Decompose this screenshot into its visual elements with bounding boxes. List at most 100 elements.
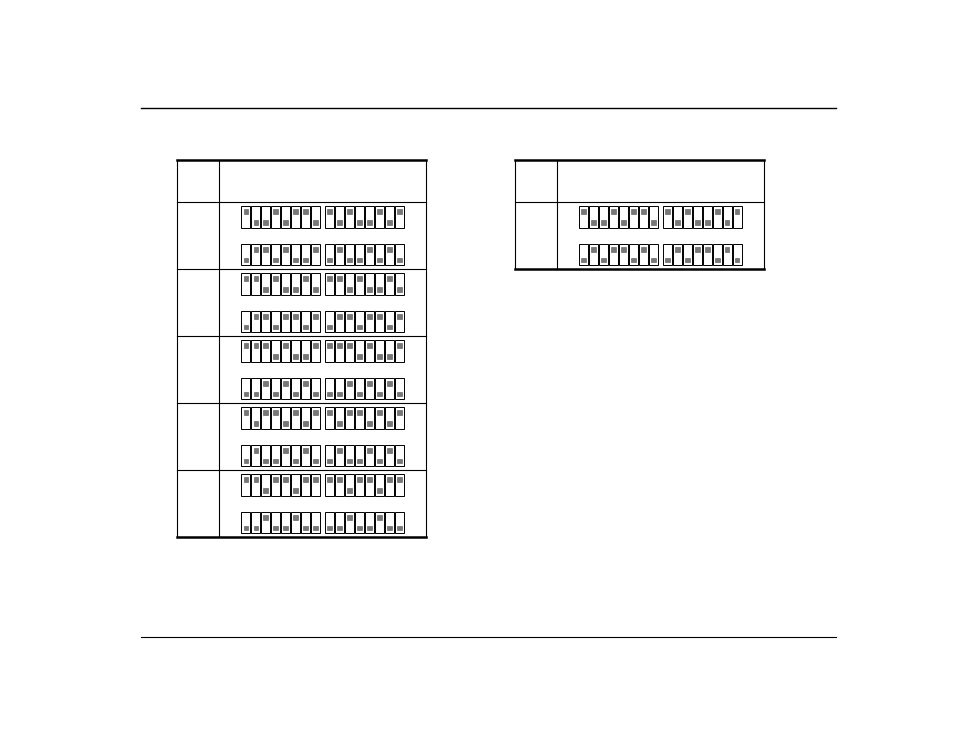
Bar bbox=[283, 314, 288, 319]
Bar bbox=[387, 354, 391, 359]
Bar bbox=[253, 392, 258, 396]
Bar bbox=[396, 287, 401, 292]
Bar bbox=[396, 459, 401, 463]
Bar bbox=[675, 220, 679, 224]
Bar bbox=[375, 407, 383, 429]
Bar bbox=[300, 475, 310, 496]
Bar bbox=[293, 515, 297, 520]
Bar bbox=[311, 340, 319, 362]
Bar bbox=[311, 378, 319, 399]
Bar bbox=[311, 407, 319, 429]
Bar bbox=[291, 340, 300, 362]
Bar bbox=[303, 448, 308, 452]
Bar bbox=[261, 273, 270, 294]
Bar bbox=[241, 273, 251, 294]
Bar bbox=[355, 206, 364, 228]
Bar bbox=[325, 206, 334, 228]
Bar bbox=[311, 273, 319, 294]
Bar bbox=[303, 525, 308, 531]
Bar bbox=[293, 287, 297, 292]
Bar bbox=[375, 340, 383, 362]
Bar bbox=[631, 210, 635, 214]
Bar bbox=[293, 210, 297, 214]
Bar bbox=[303, 210, 308, 214]
Bar bbox=[337, 314, 341, 319]
Bar bbox=[648, 206, 658, 228]
Bar bbox=[325, 512, 334, 534]
Bar bbox=[263, 246, 268, 252]
Bar bbox=[387, 220, 391, 224]
Bar bbox=[355, 445, 364, 466]
Bar bbox=[345, 445, 354, 466]
Bar bbox=[271, 475, 280, 496]
Bar bbox=[347, 381, 352, 386]
Bar bbox=[241, 475, 251, 496]
Bar bbox=[283, 448, 288, 452]
Bar bbox=[313, 459, 317, 463]
Bar bbox=[283, 421, 288, 426]
Bar bbox=[327, 343, 332, 348]
Bar bbox=[355, 244, 364, 265]
Bar bbox=[376, 210, 381, 214]
Bar bbox=[261, 311, 270, 332]
Bar bbox=[311, 206, 319, 228]
Bar bbox=[620, 246, 625, 252]
Bar bbox=[367, 381, 372, 386]
Bar bbox=[367, 525, 372, 531]
Bar bbox=[395, 475, 403, 496]
Bar bbox=[345, 244, 354, 265]
Bar bbox=[376, 459, 381, 463]
Bar bbox=[387, 325, 391, 329]
Bar bbox=[365, 244, 374, 265]
Bar bbox=[365, 407, 374, 429]
Bar bbox=[395, 378, 403, 399]
Bar bbox=[631, 258, 635, 262]
Bar bbox=[313, 525, 317, 531]
Bar bbox=[396, 314, 401, 319]
Bar bbox=[384, 206, 394, 228]
Bar bbox=[300, 273, 310, 294]
Bar bbox=[387, 525, 391, 531]
Bar bbox=[241, 206, 251, 228]
Bar bbox=[281, 311, 290, 332]
Bar bbox=[662, 244, 672, 265]
Bar bbox=[395, 445, 403, 466]
Bar bbox=[732, 244, 740, 265]
Bar bbox=[300, 512, 310, 534]
Bar bbox=[291, 378, 300, 399]
Bar bbox=[325, 407, 334, 429]
Bar bbox=[274, 276, 277, 281]
Bar bbox=[395, 273, 403, 294]
Bar bbox=[303, 421, 308, 426]
Bar bbox=[347, 210, 352, 214]
Bar bbox=[335, 512, 344, 534]
Bar bbox=[355, 273, 364, 294]
Bar bbox=[345, 273, 354, 294]
Bar bbox=[611, 210, 616, 214]
Bar bbox=[367, 246, 372, 252]
Bar bbox=[263, 314, 268, 319]
Bar bbox=[251, 445, 260, 466]
Bar bbox=[251, 244, 260, 265]
Bar bbox=[327, 276, 332, 281]
Bar bbox=[345, 311, 354, 332]
Bar bbox=[376, 410, 381, 415]
Bar bbox=[367, 314, 372, 319]
Bar bbox=[365, 273, 374, 294]
Bar bbox=[241, 378, 251, 399]
Bar bbox=[291, 244, 300, 265]
Bar bbox=[291, 475, 300, 496]
Bar bbox=[356, 276, 361, 281]
Bar bbox=[325, 445, 334, 466]
Bar bbox=[672, 244, 681, 265]
Bar bbox=[335, 244, 344, 265]
Bar bbox=[313, 246, 317, 252]
Bar bbox=[243, 343, 248, 348]
Bar bbox=[589, 244, 598, 265]
Bar bbox=[291, 445, 300, 466]
Bar bbox=[274, 210, 277, 214]
Bar bbox=[243, 258, 248, 262]
Bar bbox=[263, 287, 268, 292]
Bar bbox=[274, 459, 277, 463]
Bar bbox=[598, 244, 608, 265]
